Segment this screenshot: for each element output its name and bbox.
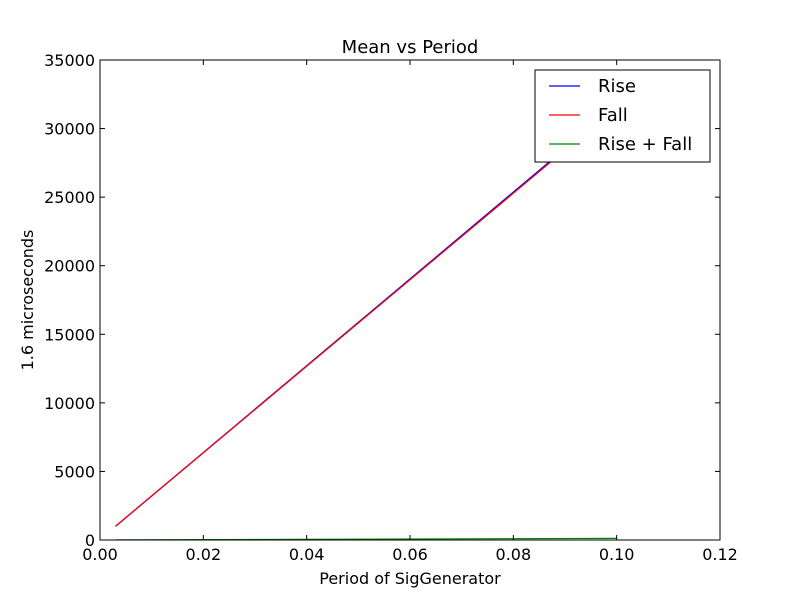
y-axis-label: 1.6 microseconds [18, 230, 37, 371]
y-tick-label: 30000 [44, 120, 95, 139]
x-axis-label: Period of SigGenerator [319, 569, 501, 588]
legend-items: Rise Fall Rise + Fall [549, 76, 692, 155]
legend: Rise Fall Rise + Fall [534, 69, 711, 163]
legend-box [534, 69, 711, 163]
x-tick-label: 0.06 [392, 545, 428, 564]
x-tick-label: 0.00 [82, 545, 118, 564]
y-tick-label: 20000 [44, 257, 95, 276]
x-tick-label: 0.10 [599, 545, 635, 564]
legend-label: Rise [598, 76, 636, 97]
legend-label: Rise + Fall [598, 134, 692, 155]
y-tick-label: 0 [85, 531, 95, 550]
series-line-fall-overlay [115, 106, 618, 527]
y-tick-label: 25000 [44, 188, 95, 207]
x-tick-label: 0.04 [289, 545, 325, 564]
chart-title: Mean vs Period [342, 37, 479, 58]
x-tick-label: 0.12 [702, 545, 738, 564]
y-tick-label: 35000 [44, 51, 95, 70]
x-tick-label: 0.02 [186, 545, 222, 564]
series-layer [115, 104, 618, 540]
x-tick-label: 0.08 [496, 545, 532, 564]
y-tick-label: 15000 [44, 325, 95, 344]
y-tick-label: 5000 [54, 462, 95, 481]
y-tick-label: 10000 [44, 394, 95, 413]
ticks-layer: 0.00 0.02 0.04 0.06 0.08 0.10 0.12 0 5000 10000 15… [44, 51, 738, 564]
legend-label: Fall [598, 105, 628, 126]
